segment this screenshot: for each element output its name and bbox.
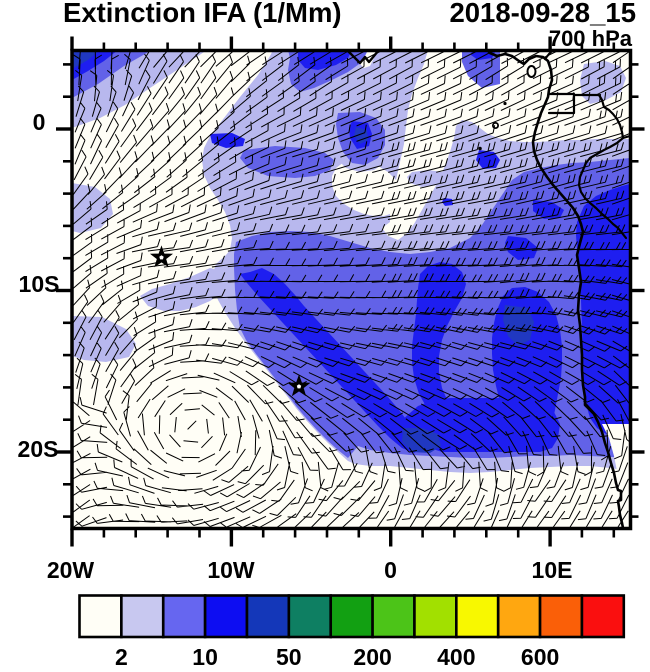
svg-text:50: 50: [276, 644, 302, 667]
svg-text:2: 2: [115, 644, 128, 667]
svg-text:600: 600: [521, 644, 559, 667]
svg-text:10: 10: [192, 644, 218, 667]
svg-text:10S: 10S: [19, 271, 60, 297]
svg-text:700 hPa: 700 hPa: [549, 26, 633, 51]
svg-text:Extinction IFA (1/Mm): Extinction IFA (1/Mm): [63, 0, 342, 28]
svg-text:10E: 10E: [532, 557, 573, 583]
svg-text:10W: 10W: [207, 557, 255, 583]
svg-text:2018-09-28_15: 2018-09-28_15: [449, 0, 636, 28]
svg-text:200: 200: [353, 644, 391, 667]
svg-text:400: 400: [437, 644, 475, 667]
svg-text:0: 0: [33, 109, 46, 135]
svg-text:0: 0: [384, 557, 397, 583]
svg-text:20W: 20W: [47, 557, 95, 583]
svg-text:20S: 20S: [18, 436, 59, 462]
